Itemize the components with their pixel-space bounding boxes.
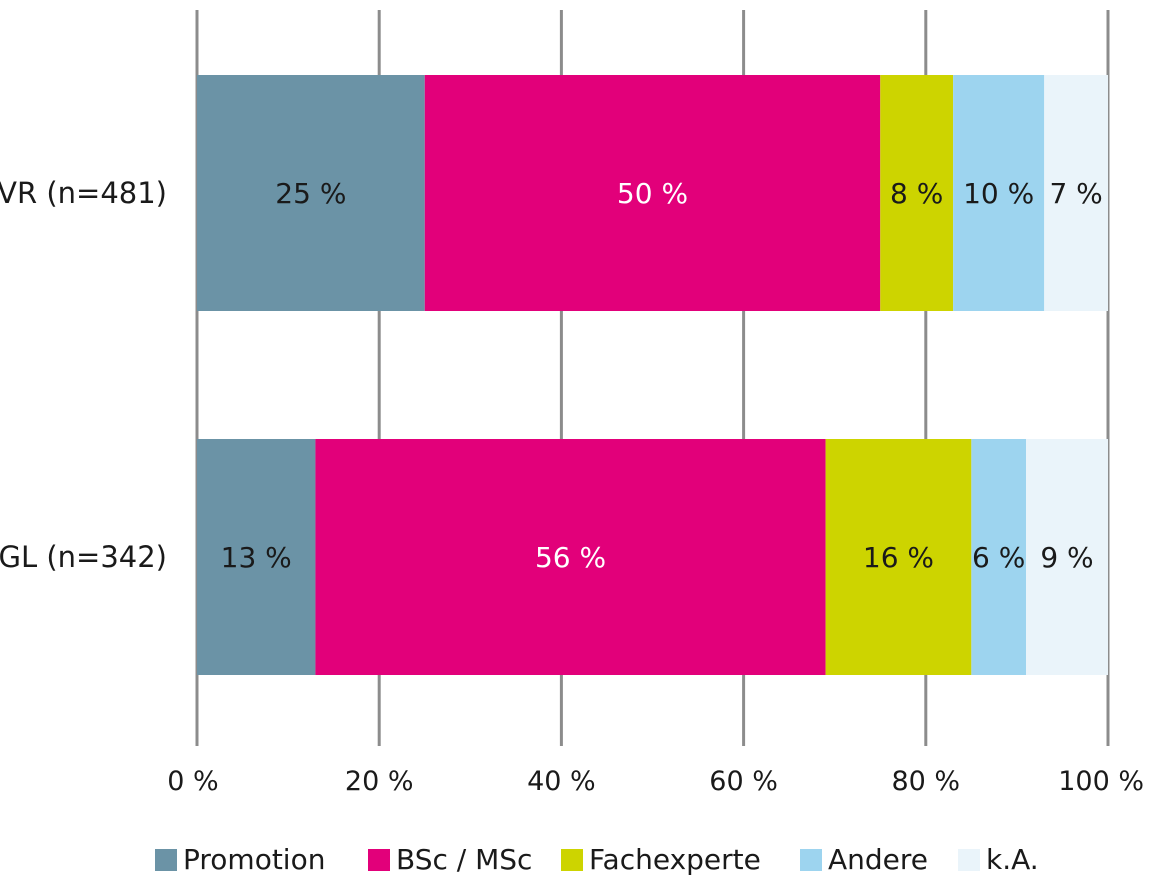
bar-segment-0-2 <box>880 75 954 311</box>
x-tick-label-5: 100 % <box>1058 766 1144 797</box>
bar-segment-0-4 <box>1044 75 1108 311</box>
legend-swatch-2 <box>561 849 583 871</box>
segment-labels: 25 % 50 % 8 % 10 % 7 % 13 % 56 % 16 % 6 % 9 % <box>221 177 1103 574</box>
legend-label-4: k.A. <box>986 843 1039 876</box>
legend-label-1: BSc / MSc <box>396 843 532 876</box>
bar-segment-0-1 <box>424 75 881 311</box>
segment-label-0-2: 8 % <box>890 177 943 210</box>
x-tick-label-4: 80 % <box>891 766 960 797</box>
legend-label-3: Andere <box>828 843 928 876</box>
category-label-1: GL (n=342) <box>0 540 167 574</box>
segment-label-0-4: 7 % <box>1049 177 1102 210</box>
segment-label-1-2: 16 % <box>863 541 934 574</box>
bar-segment-1-1 <box>315 439 826 675</box>
x-tick-label-0: 0 % <box>167 766 218 797</box>
legend-label-2: Fachexperte <box>589 843 761 876</box>
x-tick-label-1: 20 % <box>345 766 414 797</box>
bar-segment-0-3 <box>953 75 1045 311</box>
legend-swatch-3 <box>800 849 822 871</box>
legend: Promotion BSc / MSc Fachexperte Andere k.A. <box>155 843 1039 876</box>
segment-label-0-3: 10 % <box>963 177 1034 210</box>
segment-label-1-1: 56 % <box>535 541 606 574</box>
x-axis-tick-labels: 0 % 20 % 40 % 60 % 80 % 100 % <box>167 766 1144 797</box>
segment-label-1-4: 9 % <box>1040 541 1093 574</box>
category-label-0: VR (n=481) <box>0 176 167 210</box>
segment-label-1-0: 13 % <box>221 541 292 574</box>
legend-label-0: Promotion <box>183 843 325 876</box>
legend-swatch-1 <box>368 849 390 871</box>
bar-segment-1-3 <box>971 439 1027 675</box>
legend-swatch-4 <box>958 849 980 871</box>
x-tick-label-3: 60 % <box>709 766 778 797</box>
bars <box>197 75 1108 675</box>
bar-segment-1-4 <box>1026 439 1108 675</box>
bar-segment-0-0 <box>197 75 425 311</box>
legend-swatch-0 <box>155 849 177 871</box>
segment-label-1-3: 6 % <box>972 541 1025 574</box>
category-labels: VR (n=481) GL (n=342) <box>0 176 167 574</box>
segment-label-0-0: 25 % <box>275 177 346 210</box>
x-tick-label-2: 40 % <box>527 766 596 797</box>
bar-segment-1-0 <box>197 439 316 675</box>
segment-label-0-1: 50 % <box>617 177 688 210</box>
bar-segment-1-2 <box>825 439 972 675</box>
